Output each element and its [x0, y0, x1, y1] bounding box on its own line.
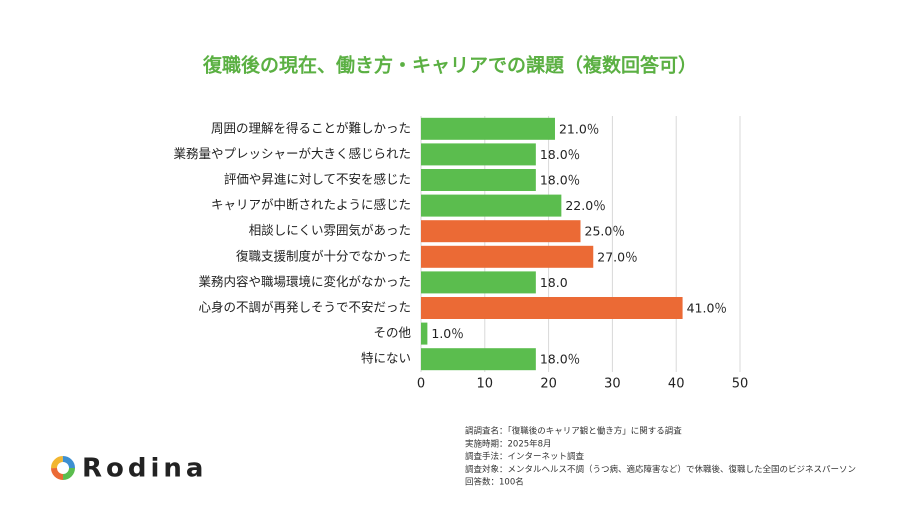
- y-tick-label: 業務内容や職場環境に変化がなかった: [198, 274, 411, 289]
- value-label: 1.0％: [431, 326, 463, 341]
- footnote: 実施時期：2025年8月: [465, 438, 552, 449]
- y-tick-label: 相談しにくい雰囲気があった: [249, 223, 411, 238]
- y-tick-label: 評価や昇進に対して不安を感じた: [224, 172, 411, 187]
- logo-segment: [51, 456, 75, 480]
- logo-segment: [51, 456, 75, 480]
- y-tick-label: 心身の不調が再発しそうで不安だった: [198, 300, 411, 315]
- x-tick-label: 30: [604, 377, 621, 392]
- bar: [421, 117, 555, 140]
- value-label: 41.0％: [687, 301, 727, 316]
- y-tick-label: 復職支援制度が十分でなかった: [236, 248, 411, 263]
- bar: [421, 220, 581, 243]
- bar: [421, 143, 536, 166]
- value-label: 27.0％: [597, 249, 637, 264]
- footnote: 調査対象：メンタルヘルス不調（うつ病、適応障害など）で休職後、復職した全国のビジ…: [465, 464, 856, 475]
- y-tick-label: 特にない: [361, 351, 411, 366]
- y-tick-label: 周囲の理解を得ることが難しかった: [211, 120, 411, 135]
- brand-name: Rodina: [82, 454, 207, 484]
- bar: [421, 322, 428, 345]
- x-tick-label: 0: [417, 377, 425, 392]
- bar: [421, 297, 683, 319]
- value-label: 21.0％: [559, 121, 599, 136]
- value-label: 18.0: [540, 275, 568, 290]
- bar: [421, 194, 562, 217]
- value-label: 22.0％: [565, 198, 605, 213]
- value-label: 18.0％: [540, 173, 580, 188]
- bar: [421, 348, 536, 371]
- y-tick-label: キャリアが中断されたように感じた: [211, 197, 411, 212]
- footnote: 調査手法：インターネット調査: [465, 451, 585, 462]
- x-tick-label: 10: [477, 377, 494, 392]
- chart-title: 復職後の現在、働き方・キャリアでの課題（複数回答可）: [202, 54, 697, 77]
- value-label: 25.0％: [585, 224, 625, 239]
- x-tick-label: 50: [732, 377, 749, 392]
- footnote: 回答数：100名: [465, 477, 524, 488]
- bar: [421, 169, 536, 191]
- x-tick-label: 40: [668, 377, 685, 392]
- y-tick-label: その他: [373, 325, 411, 340]
- logo-icon: [51, 456, 75, 480]
- footnote: 調調査名：「復職後のキャリア観と働き方」に関する調査: [465, 426, 682, 437]
- value-label: 18.0％: [540, 147, 580, 162]
- y-tick-label: 業務量やプレッシャーが大きく感じられた: [173, 146, 411, 161]
- x-tick-label: 20: [540, 377, 557, 392]
- logo-segment: [51, 456, 75, 480]
- bar: [421, 271, 536, 294]
- bar: [421, 245, 594, 268]
- value-label: 18.0％: [540, 352, 580, 367]
